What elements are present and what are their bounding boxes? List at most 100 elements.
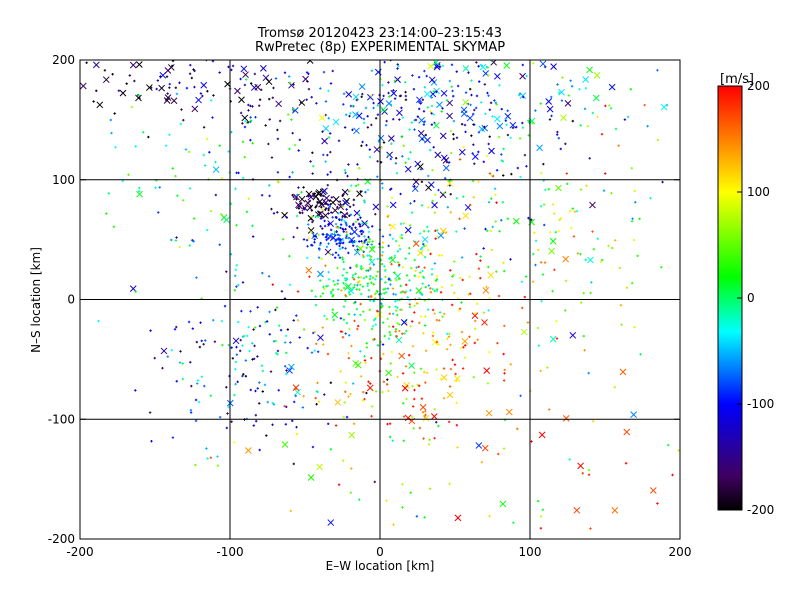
data-point-dot [603, 172, 607, 175]
data-point-dot [422, 437, 425, 440]
data-point-dot [134, 290, 137, 293]
data-point-dot [359, 313, 362, 317]
data-point-dot [306, 223, 310, 226]
data-point-cross [315, 189, 323, 196]
data-point-dot [326, 203, 330, 206]
data-point-dot [404, 98, 408, 101]
data-point-dot [339, 211, 343, 214]
data-point-dot [187, 320, 191, 324]
data-point-dot [290, 118, 293, 121]
data-point-dot [205, 447, 208, 450]
data-point-dot [342, 103, 345, 106]
data-point-dot [361, 285, 365, 288]
data-point-dot [404, 81, 407, 84]
data-point-dot [330, 196, 334, 199]
data-point-dot [404, 257, 407, 260]
data-point-dot [253, 72, 257, 76]
data-point-dot [368, 308, 372, 312]
data-point-dot [398, 248, 402, 251]
data-point-dot [366, 188, 370, 192]
data-point-dot [426, 308, 430, 311]
data-point-dot [399, 291, 403, 294]
data-point-dot [385, 119, 388, 123]
data-point-dot [329, 82, 333, 85]
data-point-dot [441, 64, 445, 68]
data-point-dot [251, 358, 254, 361]
data-point-dot [380, 302, 383, 305]
data-point-dot [338, 242, 342, 245]
data-point-dot [415, 266, 418, 269]
data-point-dot [381, 343, 385, 346]
data-point-dot [463, 227, 466, 230]
data-point-dot [295, 198, 298, 201]
data-point-dot [383, 292, 386, 295]
data-point-dot [272, 86, 275, 90]
data-point-dot [431, 334, 435, 338]
data-point-dot [371, 245, 375, 249]
data-point-cross [327, 519, 335, 526]
data-point-cross [380, 106, 387, 113]
data-point-dot [270, 207, 273, 211]
data-point-dot [470, 134, 473, 137]
data-point-dot [324, 264, 327, 267]
data-point-dot [371, 276, 375, 279]
data-point-dot [327, 207, 330, 210]
data-point-dot [323, 393, 326, 396]
data-point-dot [237, 283, 240, 287]
data-point-dot [241, 344, 244, 347]
data-point-dot [385, 499, 388, 502]
data-point-dot [315, 204, 318, 208]
data-point-cross [223, 216, 230, 224]
data-point-dot [150, 440, 153, 443]
data-point-dot [277, 389, 280, 392]
data-point-dot [331, 295, 334, 298]
data-point-dot [427, 284, 430, 287]
data-point-dot [221, 343, 224, 347]
data-point-dot [276, 353, 279, 356]
data-point-dot [283, 365, 287, 368]
data-point-dot [347, 251, 350, 255]
data-point-dot [310, 243, 313, 247]
data-point-dot [171, 167, 174, 170]
data-point-dot [607, 244, 610, 248]
data-point-dot [325, 285, 328, 288]
data-point-cross [503, 62, 511, 69]
data-point-dot [364, 361, 367, 365]
data-point-dot [413, 274, 417, 277]
data-point-dot [415, 302, 419, 305]
data-point-dot [360, 246, 363, 249]
data-point-dot [438, 311, 442, 314]
data-point-cross [234, 87, 241, 95]
data-point-dot [388, 257, 391, 260]
data-point-dot [347, 163, 350, 166]
data-point-dot [302, 238, 306, 241]
data-point-cross [353, 127, 360, 135]
data-point-dot [596, 115, 599, 119]
data-point-cross [421, 236, 429, 243]
data-point-dot [391, 312, 395, 316]
data-point-dot [393, 79, 397, 82]
data-point-dot [313, 238, 316, 241]
data-point-dot [423, 516, 426, 519]
data-point-dot [335, 230, 338, 233]
data-point-dot [350, 344, 353, 348]
data-point-dot [323, 219, 326, 223]
data-point-dot [203, 384, 206, 388]
data-point-dot [181, 362, 184, 365]
data-point-cross [375, 311, 383, 318]
data-point-dot [138, 190, 141, 193]
data-point-dot [419, 232, 422, 235]
data-point-dot [396, 63, 399, 66]
data-point-dot [193, 217, 196, 220]
data-point-dot [360, 144, 363, 147]
data-point-dot [461, 367, 465, 370]
data-point-dot [401, 290, 404, 293]
data-point-dot [412, 87, 416, 91]
data-point-cross [212, 166, 220, 173]
data-point-dot [343, 219, 346, 223]
data-point-dot [422, 332, 425, 335]
data-point-dot [665, 103, 669, 107]
x-tick-label: 200 [669, 545, 692, 559]
data-point-dot [519, 394, 522, 397]
data-point-dot [401, 372, 405, 375]
